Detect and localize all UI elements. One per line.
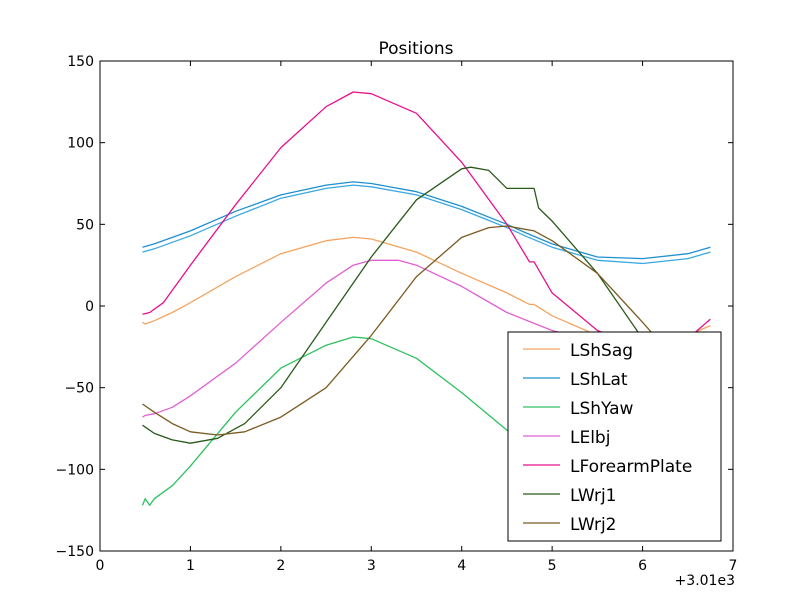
series-line-lshlat bbox=[142, 181, 711, 260]
x-tick-label: 3 bbox=[367, 558, 376, 574]
x-axis-offset-label: +3.01e3 bbox=[675, 573, 735, 589]
plot-area bbox=[141, 91, 711, 506]
x-tick-label: 4 bbox=[457, 558, 466, 574]
series-line-lwrj2 bbox=[142, 225, 680, 436]
x-tick-label: 5 bbox=[548, 558, 557, 574]
x-tick-label: 1 bbox=[186, 558, 195, 574]
y-tick-label: 50 bbox=[76, 217, 94, 233]
series-line-lwrj1 bbox=[142, 166, 680, 444]
y-tick-label: 150 bbox=[67, 54, 94, 70]
series-line-lshyaw bbox=[141, 336, 544, 506]
series-line-lshsag bbox=[142, 236, 711, 346]
series-line-lforearmplate bbox=[142, 91, 711, 348]
x-tick-label: 2 bbox=[276, 558, 285, 574]
axes: 0 1 2 3 4 5 6 7 −150 −100 −50 0 50 100 150 bbox=[56, 54, 738, 574]
series-line-lshlat-b bbox=[142, 184, 711, 265]
legend-label-lforearmplate: LForearmPlate bbox=[570, 457, 692, 477]
y-tick-label: −150 bbox=[56, 544, 94, 560]
legend-label-lelbj: LElbj bbox=[570, 428, 610, 448]
y-tick-label: 100 bbox=[67, 136, 94, 152]
y-tick-label: −100 bbox=[56, 462, 94, 478]
chart-title: Positions bbox=[378, 39, 453, 59]
legend-label-lshlat: LShLat bbox=[570, 370, 628, 390]
x-tick-label: 0 bbox=[96, 558, 105, 574]
legend-label-lwrj1: LWrj1 bbox=[570, 486, 616, 506]
legend-label-lwrj2: LWrj2 bbox=[570, 515, 616, 535]
y-tick-label: −50 bbox=[64, 381, 94, 397]
legend-label-lshsag: LShSag bbox=[570, 341, 633, 361]
series-line-lelbj bbox=[142, 259, 643, 418]
legend: LShSag LShLat LShYaw LElbj LForearmPlate LWrj… bbox=[507, 331, 722, 542]
x-tick-label: 7 bbox=[729, 558, 738, 574]
x-tick-label: 6 bbox=[638, 558, 647, 574]
legend-label-lshyaw: LShYaw bbox=[570, 399, 633, 419]
y-tick-label: 0 bbox=[85, 299, 94, 315]
